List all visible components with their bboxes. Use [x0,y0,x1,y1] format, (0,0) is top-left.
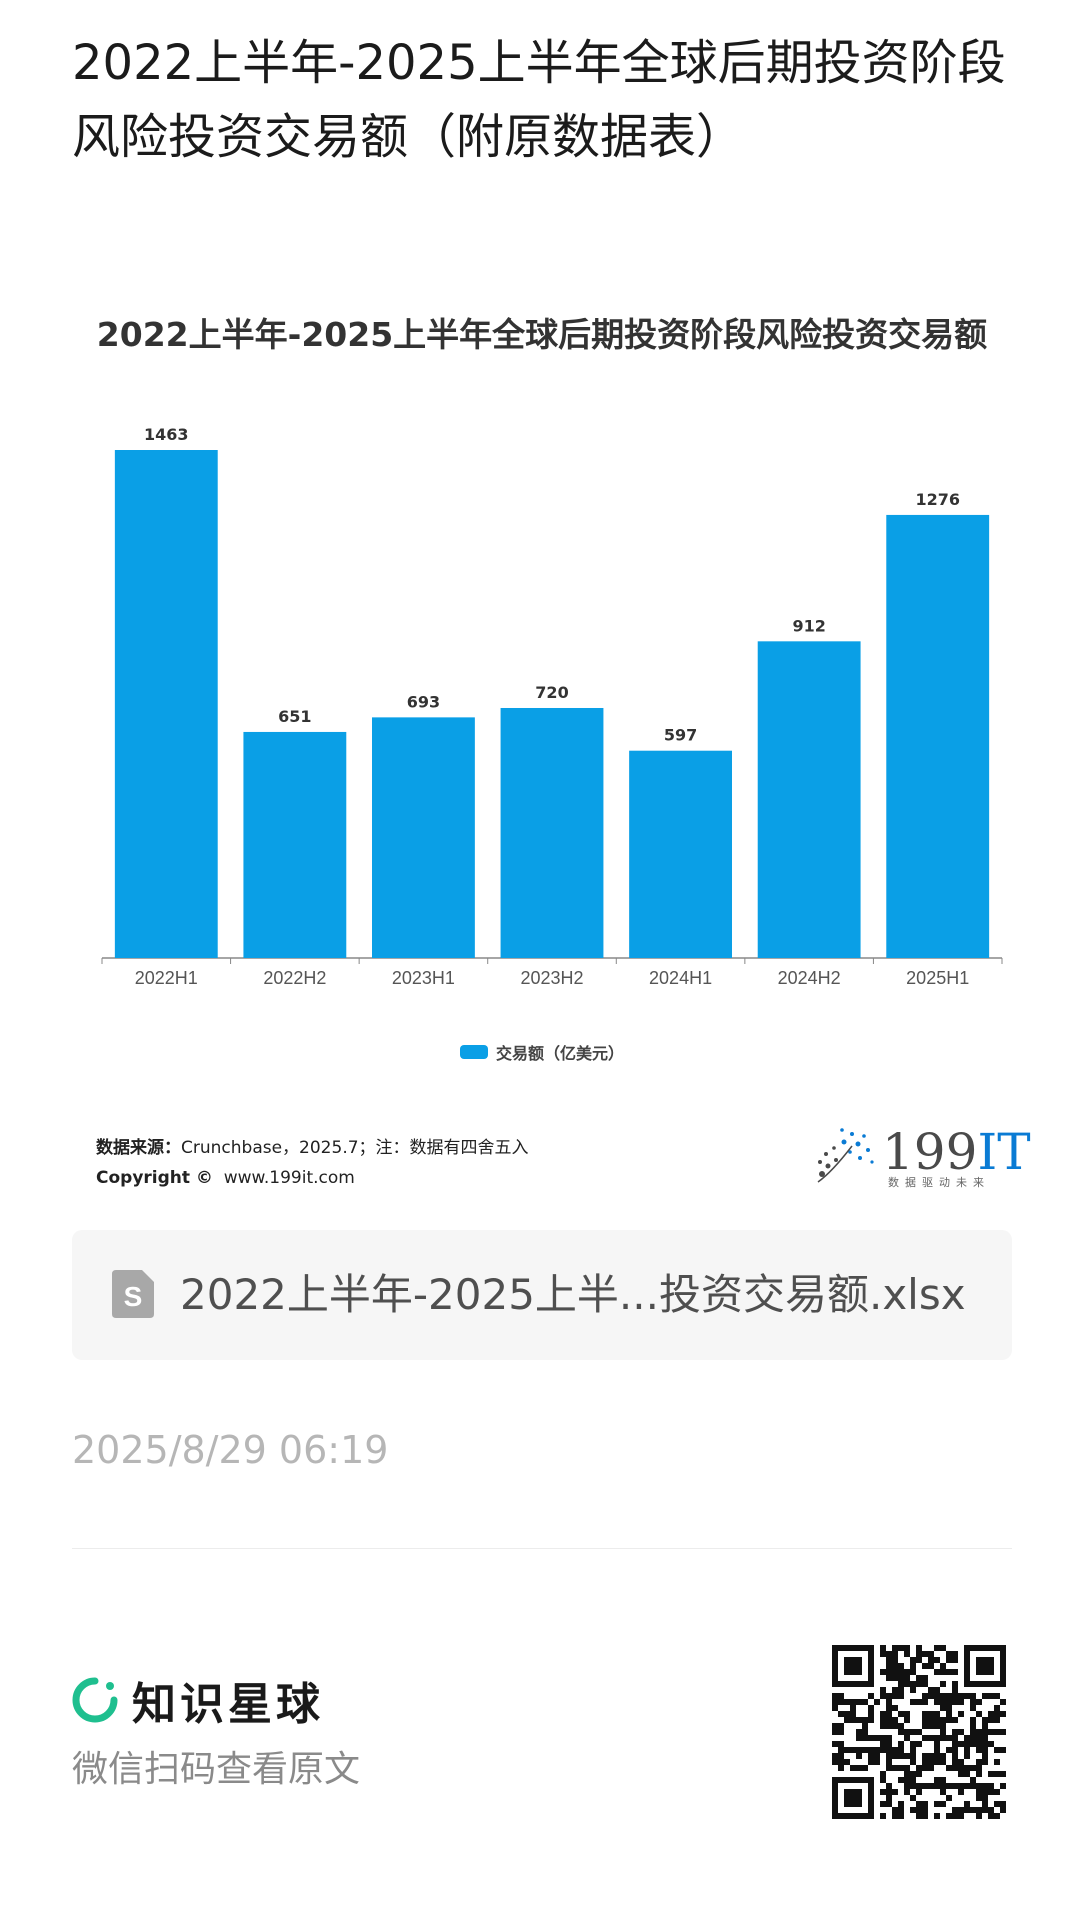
post-title: 2022上半年-2025上半年全球后期投资阶段风险投资交易额（附原数据表） [72,35,1006,165]
logo-slogan: 数据驱动未来 [888,1176,990,1189]
chart-title: 2022上半年-2025上半年全球后期投资阶段风险投资交易额 [96,315,988,354]
qr-finder-pattern [976,1657,994,1675]
data-label-2024H2: 912 [792,616,825,635]
199it-logo: 199IT 数据驱动未来 [812,1122,1031,1192]
data-source: 数据来源：Crunchbase，2025.7；注：数据有四舍五入 Copyrig… [96,1133,529,1193]
x-tick-label-2024H2: 2024H2 [778,968,841,988]
qr-finder-pattern [844,1789,862,1807]
logo-number: 199 [882,1123,978,1181]
data-label-2022H1: 1463 [144,425,189,444]
data-label-2023H1: 693 [407,692,440,711]
chart-image: 2022上半年-2025上半年全球后期投资阶段风险投资交易额 1463 2022H… [72,290,1012,1190]
data-label-2024H1: 597 [664,726,697,745]
bar-2024H2 [757,641,861,958]
bar-2022H2 [243,731,347,958]
legend-label: 交易额（亿美元） [495,1044,624,1063]
copyright-label: Copyright © [96,1168,213,1188]
planet-logo-icon [72,1677,118,1723]
data-label-2025H1: 1276 [915,490,960,509]
zsxq-brand: 知识星球 [72,1672,324,1730]
source-text: Crunchbase，2025.7；注：数据有四舍五入 [181,1138,529,1158]
x-tick-label-2025H1: 2025H1 [906,968,969,988]
brand-name: 知识星球 [132,1679,324,1730]
bar-2022H1 [114,450,218,958]
logo-suffix: IT [977,1123,1031,1181]
attachment-card[interactable]: S 2022上半年-2025上半...投资交易额.xlsx [72,1230,1012,1360]
copyright-url: www.199it.com [223,1168,355,1188]
attachment-file-name[interactable]: 2022上半年-2025上半...投资交易额.xlsx [180,1270,966,1319]
qr-finder-pattern [844,1657,862,1675]
source-label: 数据来源： [96,1138,181,1158]
bar-2023H2 [500,707,604,958]
dandelion-logo-icon [817,1128,874,1183]
data-label-2022H2: 651 [278,707,311,726]
data-label-2023H2: 720 [535,683,568,702]
bar-2025H1 [886,514,990,958]
x-tick-label-2023H2: 2023H2 [520,968,583,988]
bar-chart: 1463 2022H1 651 2022H2 693 2023H1 720 2023H2 597… [101,425,1003,988]
x-tick-label-2022H2: 2022H2 [263,968,326,988]
divider [72,1548,1012,1549]
post-timestamp: 2025/8/29 06:19 [72,1428,389,1472]
x-tick-label-2023H1: 2023H1 [392,968,455,988]
bar-2024H1 [629,750,732,958]
chart-legend: 交易额（亿美元） [72,1040,1012,1064]
scan-hint: 微信扫码查看原文 [72,1749,361,1790]
spreadsheet-file-icon: S [112,1270,154,1318]
x-tick-label-2024H1: 2024H1 [649,968,712,988]
svg-text:S: S [124,1281,143,1312]
legend-swatch [459,1045,488,1059]
x-tick-label-2022H1: 2022H1 [135,968,198,988]
bar-2023H1 [372,717,475,958]
qr-code[interactable] [832,1645,1006,1819]
